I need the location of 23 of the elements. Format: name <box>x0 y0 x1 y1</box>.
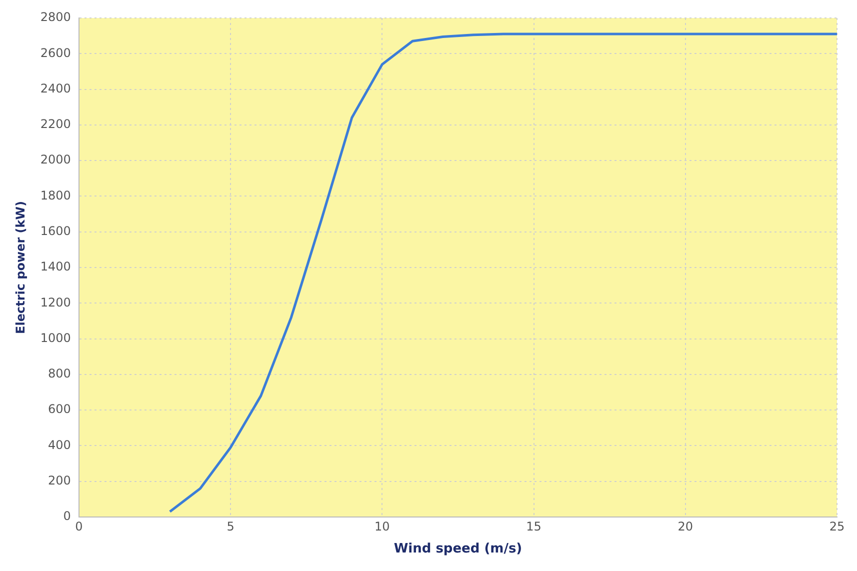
y-tick-label: 1400 <box>40 260 71 274</box>
y-tick-label: 600 <box>48 402 71 416</box>
y-tick-label: 1800 <box>40 188 71 202</box>
y-tick-label: 2200 <box>40 117 71 132</box>
y-tick-label: 0 <box>63 509 71 524</box>
y-tick-label: 2600 <box>40 46 71 60</box>
x-tick-label: 0 <box>75 519 83 534</box>
y-tick-label: 1200 <box>40 295 71 310</box>
x-tick-label: 15 <box>526 519 542 534</box>
x-tick-label: 25 <box>829 519 845 534</box>
y-tick-label: 2800 <box>40 10 71 24</box>
x-tick-label: 10 <box>374 519 390 534</box>
y-tick-label: 2400 <box>40 81 71 96</box>
x-tick-label: 20 <box>678 519 694 534</box>
x-axis-title: Wind speed (m/s) <box>394 542 522 557</box>
y-tick-label: 400 <box>48 438 71 452</box>
y-tick-label: 1000 <box>40 330 71 345</box>
x-tick-label: 5 <box>226 519 234 534</box>
y-tick-label: 200 <box>48 473 71 488</box>
y-axis-title: Electric power (kW) <box>13 201 28 334</box>
y-tick-label: 800 <box>48 366 71 381</box>
y-tick-label: 2000 <box>40 152 71 167</box>
y-tick-label: 1600 <box>40 224 71 238</box>
